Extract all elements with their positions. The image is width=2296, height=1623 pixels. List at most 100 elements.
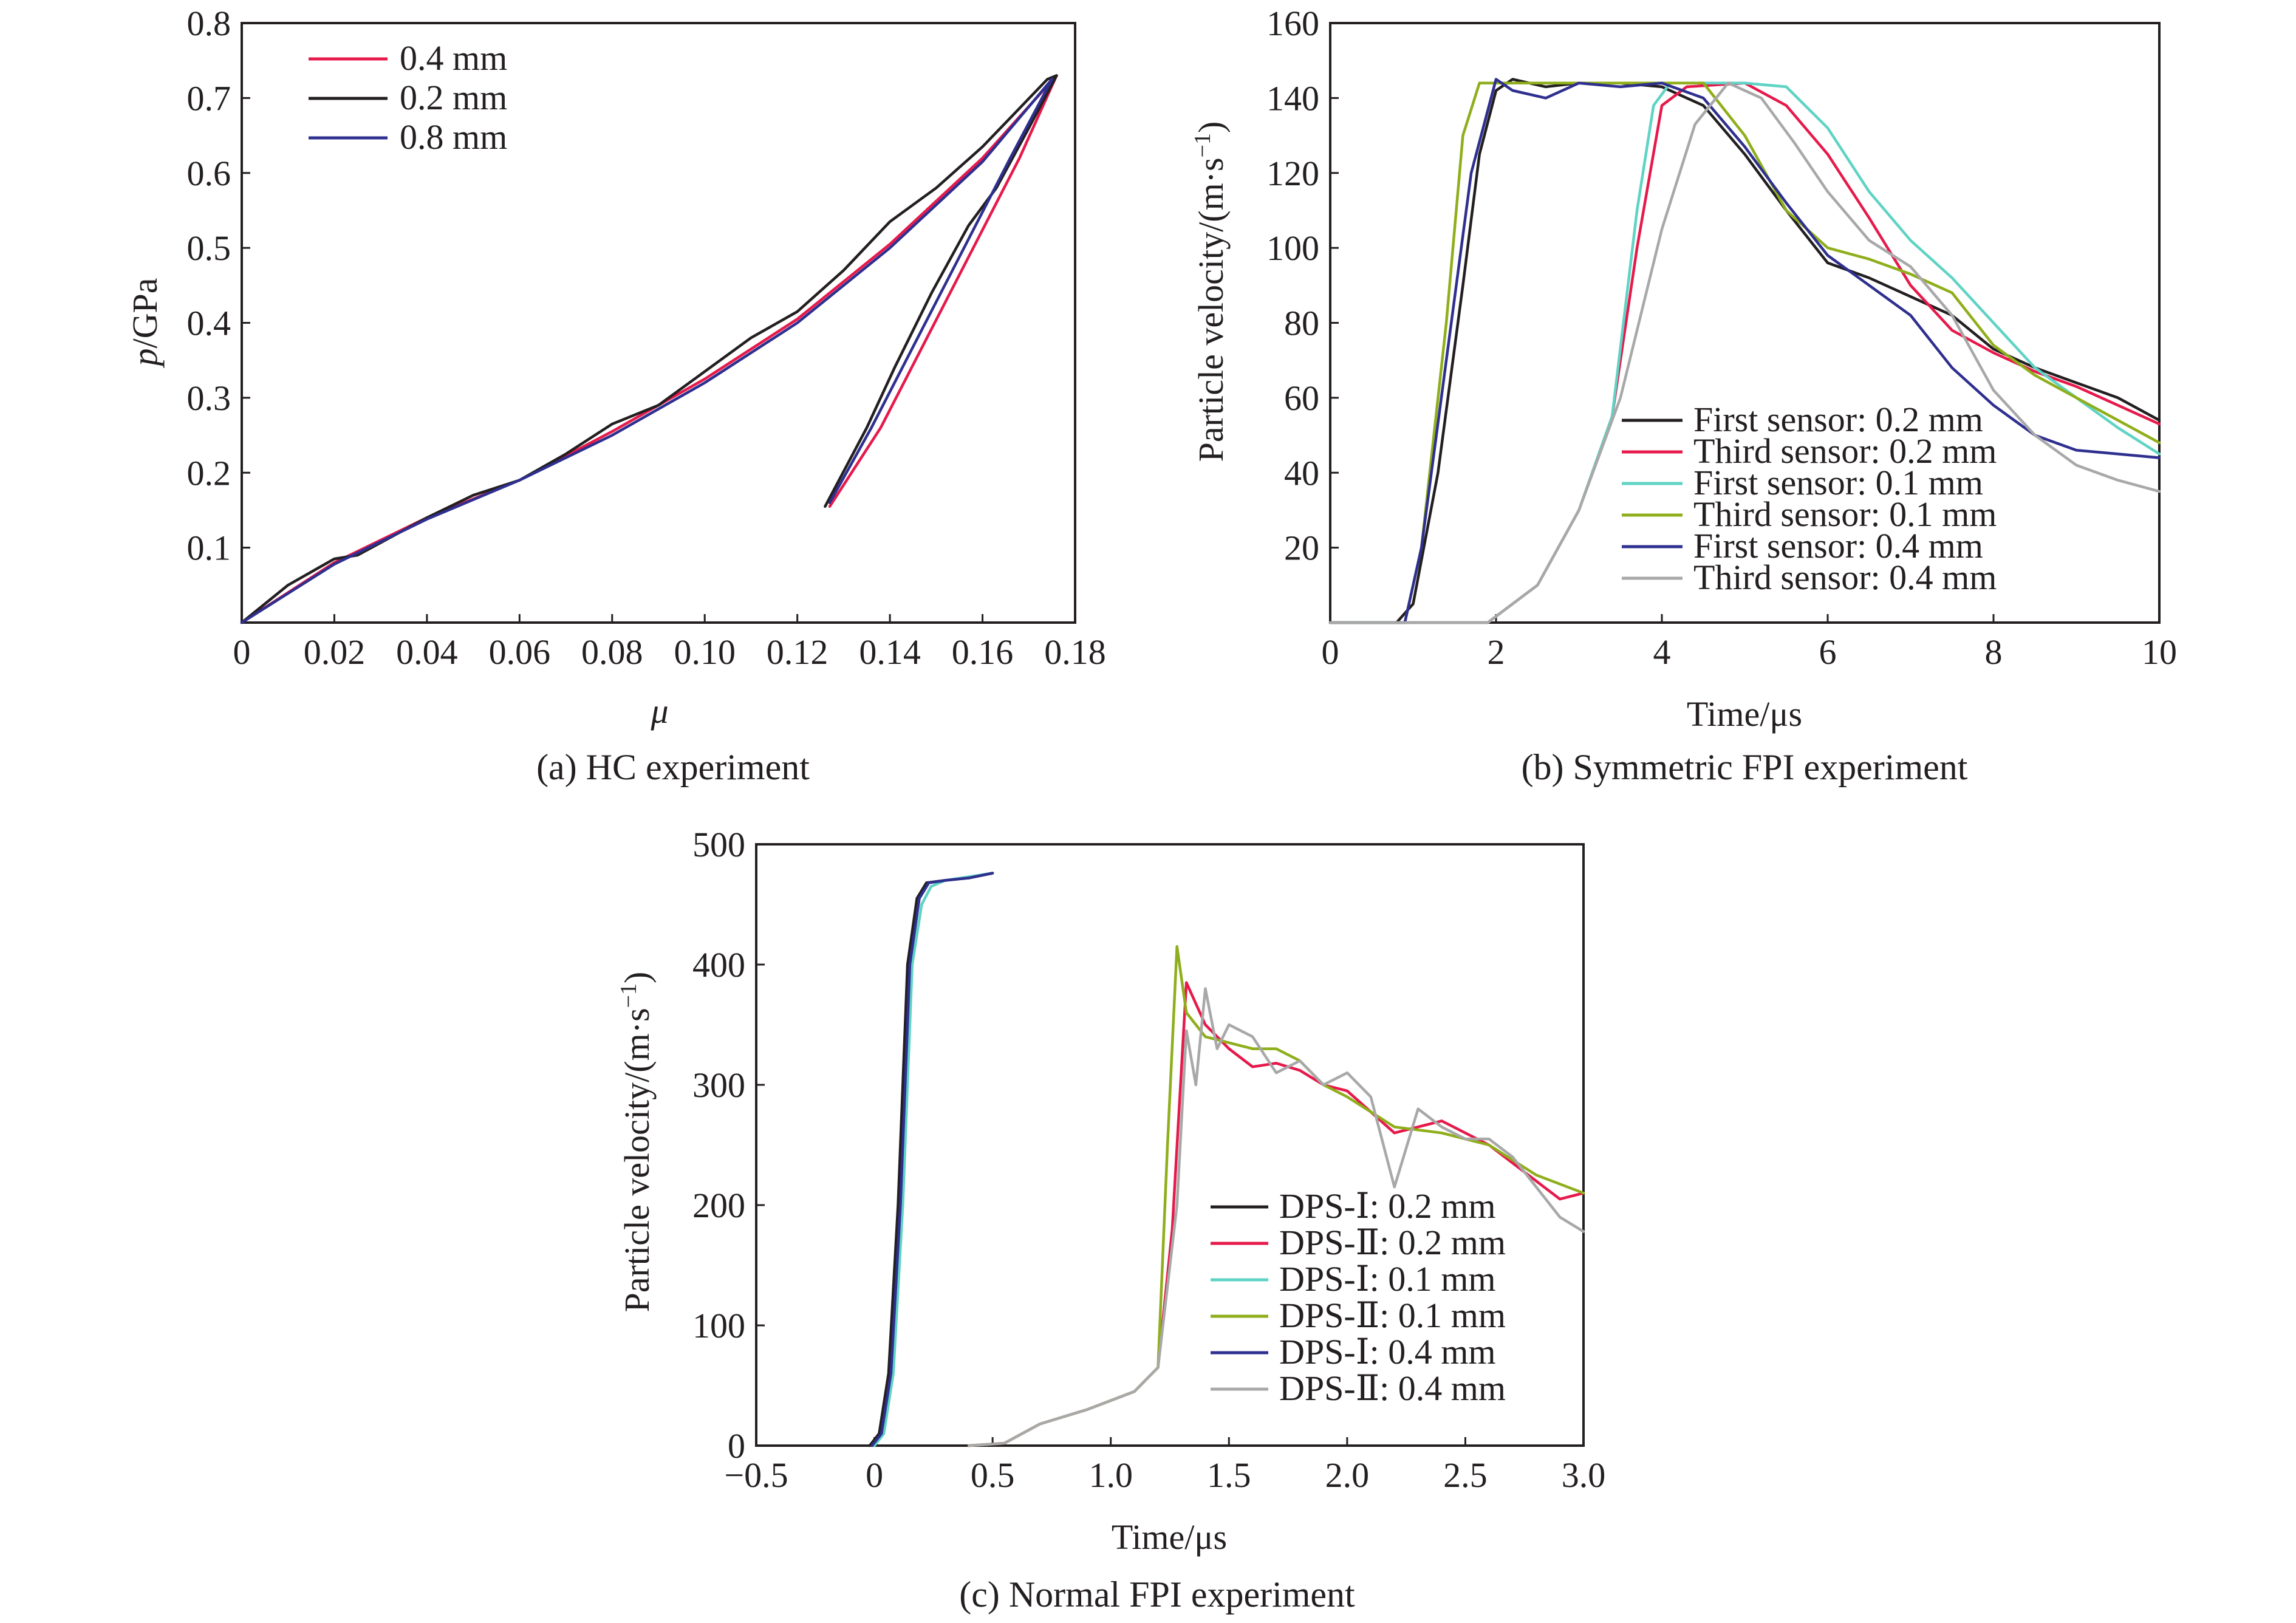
y-tick-label: 500 xyxy=(692,825,745,864)
y-tick-label: 0.3 xyxy=(187,378,231,418)
panel-a-ylabel: p/GPa xyxy=(125,278,165,369)
y-tick-label: 200 xyxy=(692,1186,745,1225)
panel-c-ylabel: Particle velocity/(m·s−1) xyxy=(616,972,657,1313)
panel-c-ylabel-sup: −1 xyxy=(616,983,641,1008)
panel-b-ylabel-sup: −1 xyxy=(1190,133,1215,157)
series-line xyxy=(240,74,1058,624)
y-tick-label: 0.5 xyxy=(187,228,231,268)
y-tick-label: 20 xyxy=(1284,528,1319,568)
panel-b-symmetric-fpi-chart: 0 2 4 6 8 10 20 40 60 80 100 120 140 160 First sensor… xyxy=(1190,4,2177,787)
y-tick-label: 80 xyxy=(1284,304,1319,343)
x-tick-label: 3.0 xyxy=(1562,1455,1606,1495)
y-tick-label: 40 xyxy=(1284,453,1319,493)
legend-label: DPS-Ⅰ: 0.1 mm xyxy=(1279,1259,1495,1299)
x-tick-label: 2.5 xyxy=(1443,1455,1488,1495)
legend-label: First sensor: 0.1 mm xyxy=(1693,463,1983,502)
legend-label: Third sensor: 0.2 mm xyxy=(1693,431,1997,471)
y-tick-label: 300 xyxy=(692,1065,745,1105)
x-tick-label: 1.0 xyxy=(1088,1455,1133,1495)
legend-label: DPS-Ⅱ: 0.4 mm xyxy=(1279,1368,1506,1408)
panel-b-ylabel-end: ) xyxy=(1191,121,1231,133)
series-line xyxy=(1328,78,2161,624)
y-tick-label: 0.2 xyxy=(187,453,231,493)
y-tick-label: 140 xyxy=(1266,78,1319,118)
legend-label: DPS-Ⅱ: 0.1 mm xyxy=(1279,1296,1506,1335)
y-tick-label: 120 xyxy=(1266,154,1319,193)
x-tick-label: 0 xyxy=(866,1455,883,1495)
x-tick-label: 0.02 xyxy=(304,632,366,672)
y-tick-label: 400 xyxy=(692,945,745,985)
legend-label: DPS-Ⅱ: 0.2 mm xyxy=(1279,1223,1506,1262)
x-tick-label: 0.10 xyxy=(674,632,736,672)
series-line xyxy=(240,74,1058,624)
x-tick-label: −0.5 xyxy=(724,1455,788,1495)
panel-b-lines xyxy=(1328,78,2161,624)
y-tick-label: 100 xyxy=(1266,228,1319,268)
x-tick-label: 2.0 xyxy=(1325,1455,1370,1495)
legend-label: DPS-Ⅰ: 0.4 mm xyxy=(1279,1332,1495,1372)
x-tick-label: 0.12 xyxy=(767,632,829,672)
x-tick-label: 0.16 xyxy=(952,632,1014,672)
x-tick-label: 0 xyxy=(233,632,251,672)
panel-b-xlabel: Time/μs xyxy=(1687,694,1802,734)
panel-c-normal-fpi-chart: −0.5 0 0.5 1.0 1.5 2.0 2.5 3.00100200300400500 … xyxy=(616,825,1605,1614)
legend-label: 0.4 mm xyxy=(400,38,507,78)
x-tick-label: 0.14 xyxy=(859,632,921,672)
series-line xyxy=(1328,81,2161,624)
y-tick-label: 60 xyxy=(1284,378,1319,418)
legend-label: First sensor: 0.2 mm xyxy=(1693,400,1983,439)
x-tick-label: 0.5 xyxy=(971,1455,1015,1495)
legend-label: Third sensor: 0.4 mm xyxy=(1693,558,1997,597)
y-tick-label: 0.8 xyxy=(187,4,231,43)
x-tick-label: 1.5 xyxy=(1207,1455,1251,1495)
x-tick-label: 0 xyxy=(1322,632,1339,672)
panel-a-caption: (a) HC experiment xyxy=(536,747,810,787)
y-tick-label: 0.1 xyxy=(187,528,231,568)
panel-c-ylabel-end: ) xyxy=(617,972,657,983)
series-line xyxy=(1328,78,2161,624)
panel-a-plot-frame xyxy=(241,22,1076,624)
legend-label: Third sensor: 0.1 mm xyxy=(1693,494,1997,534)
series-line xyxy=(967,987,1585,1447)
panel-a-ticks: 0 0.02 0.04 0.06 0.08 0.10 0.12 0.14 0.16 0.18 0.1… xyxy=(187,4,1106,672)
panel-c-xlabel: Time/μs xyxy=(1112,1517,1227,1557)
panel-b-ticks: 0 2 4 6 8 10 20 40 60 80 100 120 140 160 xyxy=(1266,4,2177,672)
panel-c-lines xyxy=(868,872,1585,1447)
panel-a-ylabel-italic: p xyxy=(125,349,165,369)
y-tick-label: 0.7 xyxy=(187,78,231,118)
panel-b-caption: (b) Symmetric FPI experiment xyxy=(1522,747,1968,787)
x-tick-label: 8 xyxy=(1985,632,2003,672)
x-tick-label: 0.08 xyxy=(581,632,643,672)
panel-a-hc-chart: 0 0.02 0.04 0.06 0.08 0.10 0.12 0.14 0.16 0.18 0.1… xyxy=(125,4,1106,787)
legend-label: 0.8 mm xyxy=(400,117,507,157)
panel-a-xlabel: μ xyxy=(650,691,668,731)
legend-label: 0.2 mm xyxy=(400,78,507,117)
x-tick-label: 0.04 xyxy=(396,632,458,672)
panel-b-ylabel: Particle velocity/(m·s−1) xyxy=(1190,121,1231,462)
panel-c-caption: (c) Normal FPI experiment xyxy=(959,1574,1355,1614)
series-line xyxy=(868,872,994,1447)
panel-b-ylabel-base: Particle velocity/(m·s xyxy=(1191,157,1231,462)
y-tick-label: 100 xyxy=(692,1306,745,1345)
panel-a-ylabel-rest: /GPa xyxy=(125,278,165,349)
series-line xyxy=(1328,81,2161,624)
x-tick-label: 0.18 xyxy=(1044,632,1106,672)
y-tick-label: 160 xyxy=(1266,4,1319,43)
y-tick-label: 0.6 xyxy=(187,154,231,193)
x-tick-label: 6 xyxy=(1819,632,1837,672)
x-tick-label: 10 xyxy=(2142,632,2177,672)
panel-c-ylabel-base: Particle velocity/(m·s xyxy=(617,1008,657,1312)
panel-a-lines xyxy=(240,74,1058,624)
x-tick-label: 0.06 xyxy=(489,632,551,672)
series-line xyxy=(870,872,994,1447)
x-tick-label: 4 xyxy=(1653,632,1671,672)
panel-a-legend: 0.4 mm0.2 mm0.8 mm xyxy=(309,38,507,157)
legend-label: First sensor: 0.4 mm xyxy=(1693,526,1983,565)
y-tick-label: 0.4 xyxy=(187,304,231,343)
y-tick-label: 0 xyxy=(728,1426,745,1466)
series-line xyxy=(240,78,1054,624)
